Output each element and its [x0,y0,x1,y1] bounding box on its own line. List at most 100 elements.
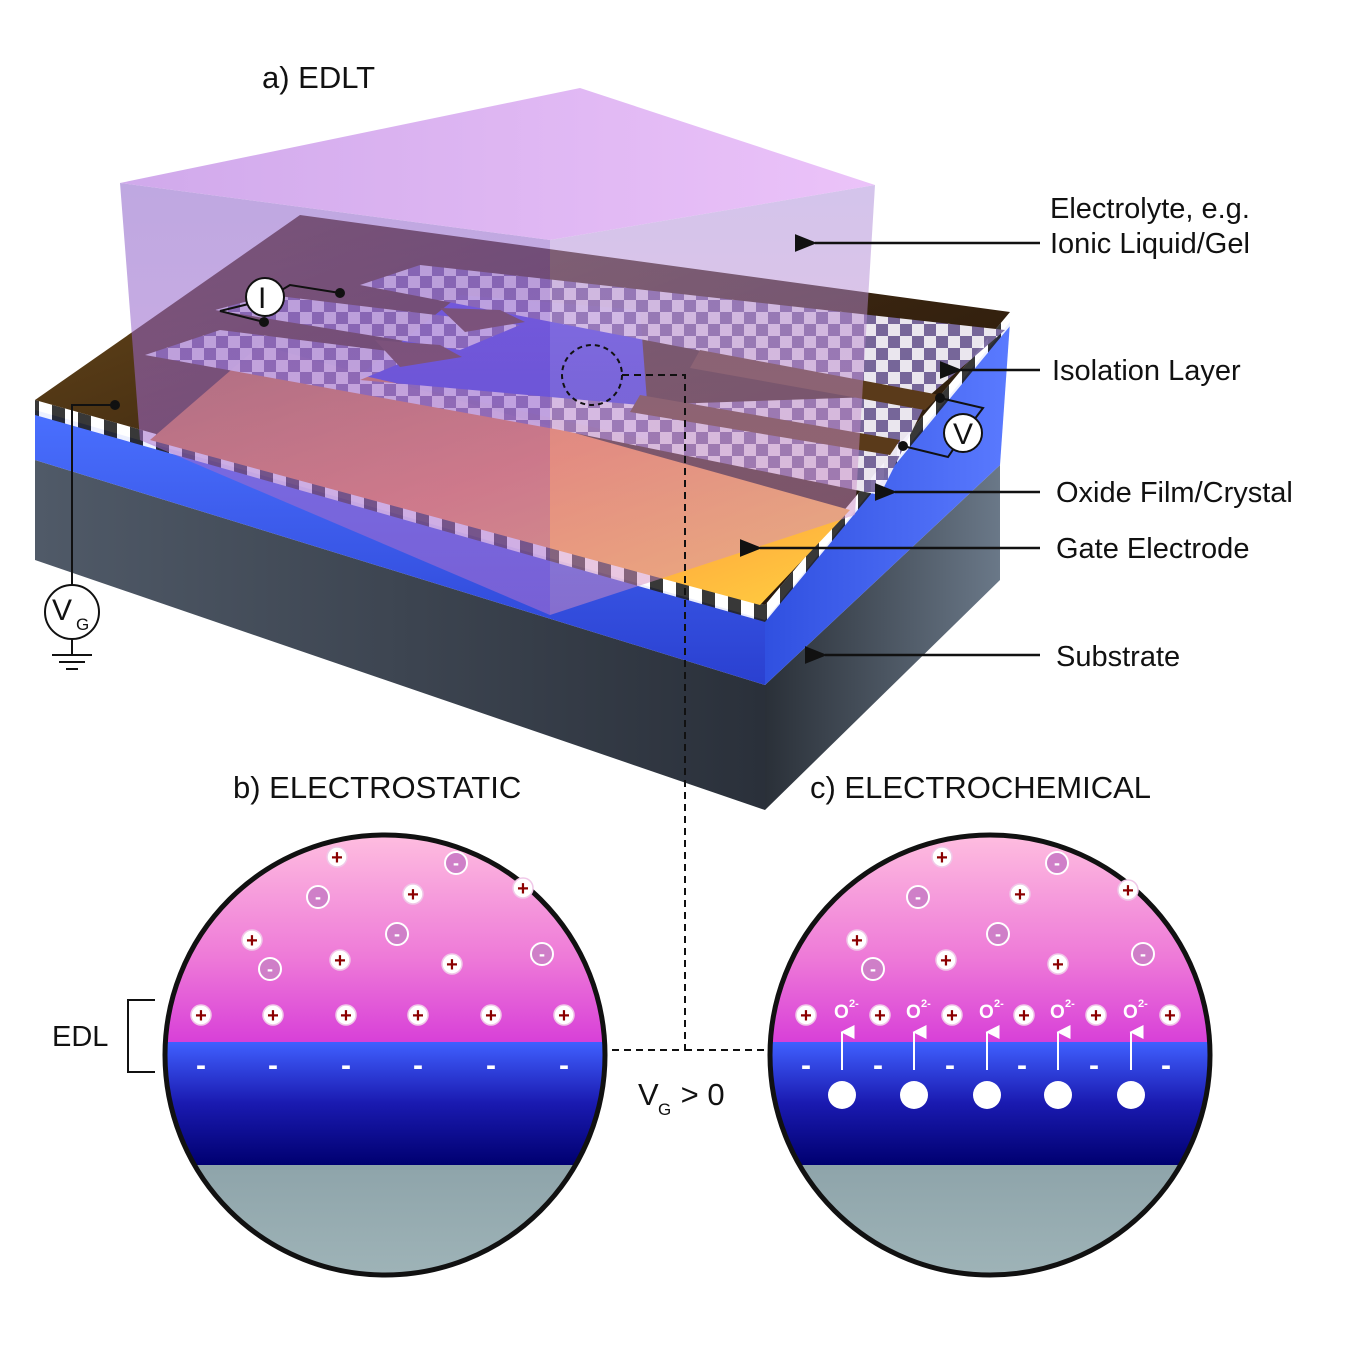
inset-border-b [162,832,608,1278]
oxygen-vacancy-pair: O 2- [973,998,1004,1109]
cation: + [335,1004,357,1027]
svg-text:+: + [936,847,948,869]
cation: + [512,877,534,900]
anion: - [906,885,930,909]
cation: + [329,949,351,972]
condition-rest: > 0 [672,1077,725,1112]
electrochemical-inset: ++ +++ +-----+ + + + + +- - - - - -O 2- O 2- O 2- O 2- O 2- [767,832,1213,1278]
svg-text:2-: 2- [1138,998,1148,1010]
svg-text:-: - [1140,944,1146,964]
svg-text:+: + [331,847,343,869]
oxide-label: Oxide Film/Crystal [1056,477,1293,509]
surface-charge: - [268,1049,278,1082]
surface-charge: - [873,1049,883,1082]
label-arrows [739,234,1040,664]
cation: + [795,1004,817,1027]
svg-text:-: - [1054,853,1060,873]
surface-charge: - [559,1049,569,1082]
cation: + [869,1004,891,1027]
cation: + [1085,1004,1107,1027]
svg-text:+: + [340,1005,352,1027]
svg-text:2-: 2- [849,998,859,1010]
surface-charge: - [945,1049,955,1082]
substrate-label: Substrate [1056,641,1180,673]
cation: + [931,846,953,869]
anion: - [530,942,554,966]
substrate-region-b [165,1165,605,1275]
electrolyte-side-face [550,185,875,615]
cation: + [190,1004,212,1027]
anion: - [444,851,468,875]
svg-text:+: + [267,1005,279,1027]
svg-text:-: - [453,853,459,873]
title-c: c) ELECTROCHEMICAL [810,770,1151,805]
gate-wire [71,404,115,585]
svg-text:+: + [1018,1005,1030,1027]
condition-subscript: G [658,1100,671,1119]
svg-text:+: + [407,884,419,906]
voltage-symbol: V [953,418,973,451]
oxygen-vacancy-pair: O 2- [1117,998,1148,1109]
oxygen-ion: O [1123,1002,1138,1023]
anion: - [306,885,330,909]
surface-charge: - [801,1049,811,1082]
cation: + [262,1004,284,1027]
substrate-side-face [765,465,1000,810]
gate-label: Gate Electrode [1056,533,1249,565]
cation: + [1159,1004,1181,1027]
svg-text:+: + [1052,954,1064,976]
substrate-region-c [770,1165,1210,1275]
svg-text:+: + [1090,1005,1102,1027]
cation: + [1009,883,1031,906]
cation: + [1117,879,1139,902]
svg-text:+: + [446,954,458,976]
svg-text:+: + [851,930,863,952]
isolation-label: Isolation Layer [1052,355,1241,387]
svg-text:+: + [940,950,952,972]
cation: + [441,953,463,976]
svg-text:2-: 2- [921,998,931,1010]
oxygen-ion: O [979,1002,994,1023]
edl-bracket [127,999,155,1073]
surface-charge: - [1089,1049,1099,1082]
anion: - [385,922,409,946]
cation: + [480,1004,502,1027]
title-a: a) EDLT [262,60,375,95]
svg-text:2-: 2- [994,998,1004,1010]
oxide-side-face [765,322,1010,685]
cation: + [846,929,868,952]
svg-text:+: + [485,1005,497,1027]
gate-voltage-subscript: G [76,615,89,634]
anion: - [986,922,1010,946]
anion: - [258,957,282,981]
svg-text:-: - [539,944,545,964]
condition-v: V [638,1077,659,1112]
electrostatic-inset: ++ +++ +-----+ + + + + +- - - - - - EDL [52,832,608,1278]
surface-charge: - [196,1049,206,1082]
surface-charge: - [486,1049,496,1082]
svg-text:+: + [1122,880,1134,902]
title-b: b) ELECTROSTATIC [233,770,521,805]
oxygen-ion: O [834,1002,849,1023]
edl-label: EDL [52,1021,108,1053]
surface-charge: - [1161,1049,1171,1082]
electrolyte-label-line2: Ionic Liquid/Gel [1050,228,1250,260]
cation: + [553,1004,575,1027]
svg-text:-: - [870,959,876,979]
oxygen-vacancy-pair: O 2- [900,998,931,1109]
surface-charge: - [1017,1049,1027,1082]
svg-text:2-: 2- [1065,998,1075,1010]
svg-text:+: + [517,878,529,900]
cation: + [241,929,263,952]
svg-text:+: + [246,930,258,952]
svg-text:-: - [995,924,1001,944]
cation: + [326,846,348,869]
oxygen-vacancy-pair: O 2- [828,998,859,1109]
oxygen-ion: O [1050,1002,1065,1023]
svg-text:+: + [1014,884,1026,906]
cation: + [402,883,424,906]
substrate-front-face [35,460,765,810]
surface-charge: - [413,1049,423,1082]
svg-text:-: - [394,924,400,944]
